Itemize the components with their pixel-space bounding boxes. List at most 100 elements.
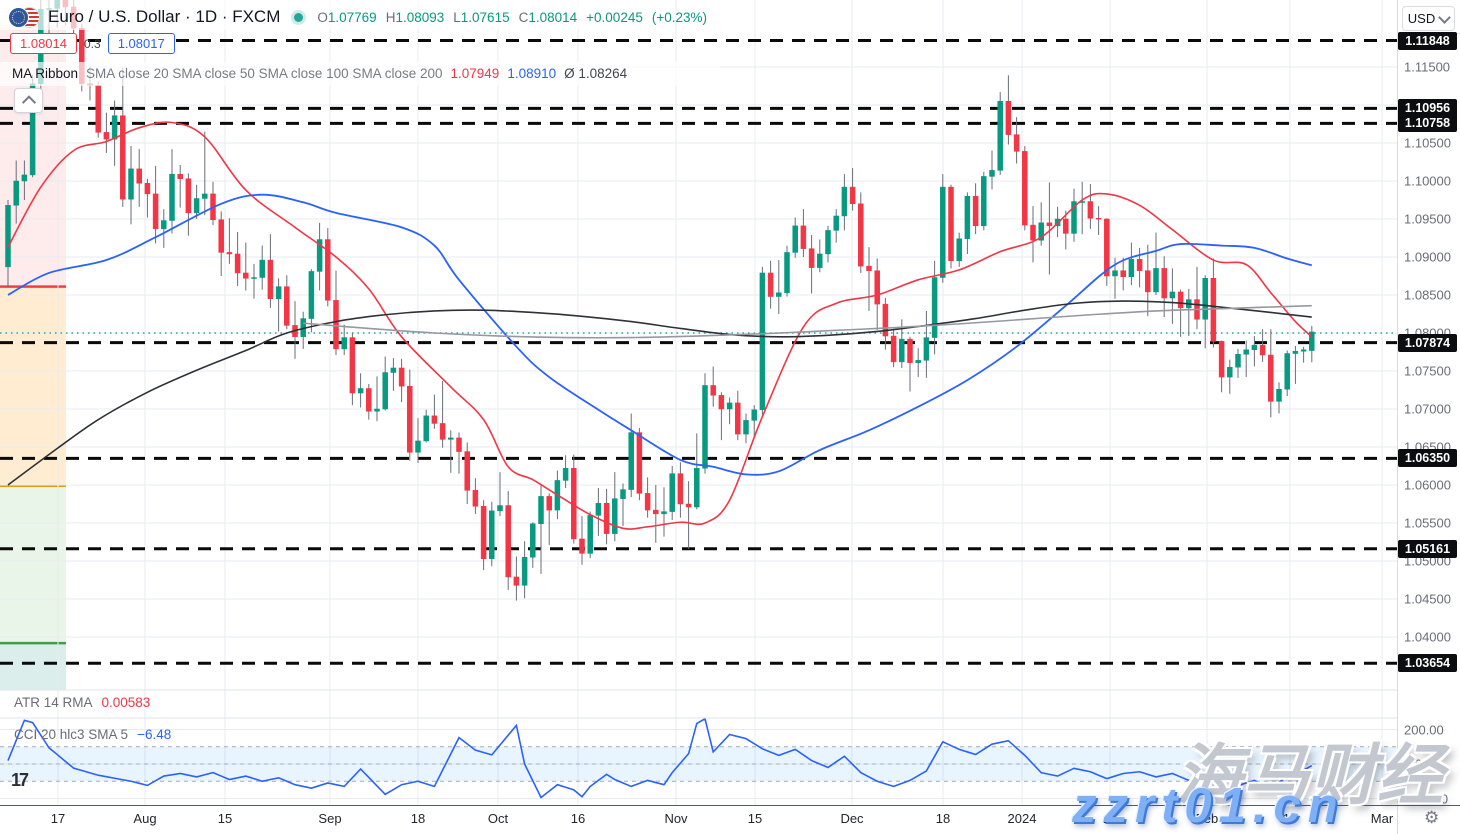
time-tick-label: 15 [1282, 811, 1298, 826]
sma100-line [7, 300, 1312, 486]
price-tick-label: 1.10500 [1404, 135, 1451, 151]
candle [751, 409, 757, 421]
candle [456, 437, 462, 452]
chevron-up-icon [21, 94, 36, 109]
ohlc-item: C1.08014 [518, 9, 578, 25]
candle [95, 84, 101, 133]
candle [202, 193, 208, 199]
candle [628, 432, 634, 490]
candle [5, 205, 11, 268]
atr-label: ATR 14 RMA [14, 695, 93, 710]
candle [784, 252, 790, 293]
candle [431, 415, 438, 424]
market-status-dot-icon[interactable] [294, 12, 304, 22]
candle [735, 402, 741, 435]
sma50-line [7, 193, 1313, 476]
candle [513, 576, 520, 586]
price-level-badge: 1.10956 [1398, 99, 1457, 118]
legend-backdrops [0, 0, 720, 86]
candle [767, 272, 774, 297]
candle [382, 372, 388, 410]
candle [1046, 222, 1053, 227]
candle [866, 265, 872, 271]
price-tick-label: 1.04500 [1404, 591, 1451, 607]
candle [726, 402, 733, 410]
price-tick-label: 1.10000 [1404, 173, 1451, 189]
candle [128, 168, 134, 200]
bid-price-button[interactable]: 1.08014 [10, 33, 77, 54]
indicator-params: SMA close 20 SMA close 50 SMA close 100 … [86, 66, 443, 81]
candle [915, 360, 921, 363]
change-value: +0.00245 [586, 9, 643, 25]
candle [940, 186, 946, 278]
candle [136, 168, 142, 184]
candle [1136, 259, 1143, 271]
candle [1013, 134, 1020, 152]
cci-tick-label: -200.00 [1404, 791, 1449, 806]
candle [546, 496, 552, 511]
ma-ribbon-legend[interactable]: MA Ribbon SMA close 20 SMA close 50 SMA … [12, 66, 627, 81]
currency-unit-dropdown[interactable]: USD [1402, 6, 1455, 31]
candle [103, 132, 110, 140]
price-tick-label: 1.07000 [1404, 401, 1451, 417]
sma20-line [7, 121, 1313, 530]
ohlc-item: L1.07615 [453, 9, 510, 25]
candle [858, 203, 864, 267]
candle [349, 337, 356, 394]
gear-icon[interactable]: ⚙ [1424, 808, 1440, 827]
candle [259, 259, 265, 278]
candle [710, 385, 716, 396]
candle [1120, 270, 1126, 278]
candle [1022, 151, 1028, 226]
time-tick-label: 15 [1102, 811, 1118, 826]
cci-line [7, 718, 1313, 799]
candle [579, 538, 585, 554]
chevron-down-icon [1438, 10, 1452, 24]
candle [1071, 201, 1077, 234]
ohlc-item: H1.08093 [385, 9, 445, 25]
watermark-url-text: zzrt01.cn [1072, 779, 1345, 833]
candle [111, 115, 118, 140]
price-tick-label: 1.08500 [1404, 287, 1451, 303]
candle [882, 303, 889, 337]
candle [759, 272, 766, 411]
price-tick-label: 1.05500 [1404, 515, 1451, 531]
candle [636, 432, 643, 494]
price-level-badge: 1.05161 [1398, 539, 1457, 558]
candle [612, 498, 618, 534]
price-tick-label: 1.09500 [1404, 211, 1451, 227]
collapse-legend-button[interactable] [14, 88, 43, 113]
candle [1005, 100, 1012, 135]
time-tick-label: 2024 [1007, 811, 1037, 826]
candle [808, 248, 815, 268]
candle [152, 193, 159, 230]
candle [1169, 291, 1176, 299]
cci-pane-legend[interactable]: CCI 20 hlc3 SMA 5 −6.48 [14, 727, 171, 742]
candle [603, 502, 610, 534]
candle [316, 239, 323, 272]
support-resistance-levels [0, 39, 1397, 665]
candle [439, 423, 446, 440]
ask-price-button[interactable]: 1.08017 [107, 33, 175, 54]
candle [390, 367, 397, 373]
gridlines [0, 0, 1397, 805]
atr-pane-legend[interactable]: ATR 14 RMA 0.00583 [14, 695, 150, 710]
pane-separators [0, 689, 1397, 719]
candle [1309, 331, 1315, 351]
time-tick-label: 15 [747, 811, 763, 826]
price-tick-label: 1.11500 [1404, 59, 1451, 75]
symbol-title[interactable]: Euro / U.S. Dollar · 1D · FXCM [48, 7, 281, 26]
candle [620, 489, 626, 499]
candle [792, 225, 798, 253]
candle [366, 388, 372, 412]
chart-canvas[interactable] [0, 0, 1397, 805]
candle [193, 198, 200, 214]
candle [275, 286, 282, 300]
candle [530, 523, 536, 558]
time-tick-label: Sep [318, 811, 342, 826]
candle [587, 515, 593, 554]
tradingview-logo[interactable]: 17 [11, 770, 29, 790]
sma-average-value: Ø 1.08264 [564, 66, 628, 81]
candle [1235, 354, 1241, 368]
price-tick-label: 1.06000 [1404, 477, 1451, 493]
